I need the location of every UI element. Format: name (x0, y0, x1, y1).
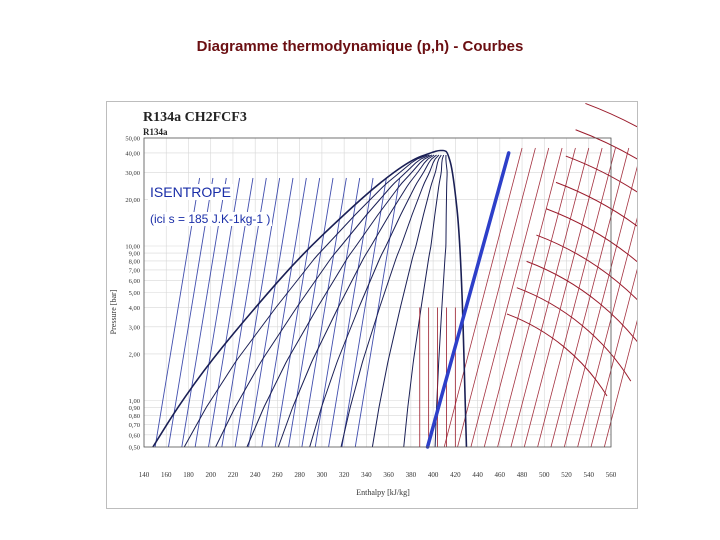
y-tick-label: 20,00 (125, 197, 140, 204)
x-tick-label: 340 (361, 471, 372, 479)
liquid-line (274, 177, 321, 448)
isentrope-series (425, 151, 511, 449)
x-tick-label: 520 (561, 471, 572, 479)
x-tick-label: 320 (339, 471, 350, 479)
liquid-line (354, 177, 401, 448)
vapour-isentrope (550, 147, 630, 448)
x-tick-label: 300 (317, 471, 328, 479)
isotherm-arc (565, 155, 637, 193)
x-tick-label: 360 (383, 471, 394, 479)
vapour-isentrope (590, 268, 637, 448)
vapour-isentrope (483, 147, 563, 448)
y-tick-label: 4,00 (129, 305, 140, 312)
x-axis-label: Enthalpy [kJ/kg] (356, 488, 410, 497)
x-tick-label: 160 (161, 471, 172, 479)
x-tick-label: 500 (539, 471, 550, 479)
x-tick-label: 180 (183, 471, 194, 479)
x-tick-label: 200 (205, 471, 216, 479)
y-tick-label: 0,70 (129, 422, 140, 429)
y-tick-label: 3,00 (129, 324, 140, 331)
y-axis-label: Pressure [bar] (109, 289, 118, 334)
quality-line (340, 154, 440, 448)
y-tick-label: 30,00 (125, 170, 140, 177)
saturation-dome-curve (152, 149, 468, 448)
x-tick-label: 280 (294, 471, 305, 479)
y-tick-label: 7,00 (129, 267, 140, 274)
quality-line (309, 154, 437, 448)
y-tick-label: 0,50 (129, 445, 140, 452)
liquid-line (288, 177, 334, 448)
vapour-isentrope (443, 147, 523, 448)
vapour-isentrope (457, 147, 536, 448)
y-tick-label: 50,00 (125, 136, 140, 143)
isotherm-arc (575, 129, 637, 160)
x-tick-label: 560 (606, 471, 617, 479)
x-tick-label: 540 (584, 471, 595, 479)
vapour-isentrope (577, 217, 637, 448)
x-tick-label: 400 (428, 471, 439, 479)
x-tick-label: 260 (272, 471, 283, 479)
liquid-line (248, 177, 294, 448)
chart-title: R134a CH2FCF3 (143, 110, 247, 125)
vapour-isentrope (603, 319, 637, 448)
isotherms (419, 102, 637, 448)
isotherm-arc (546, 208, 637, 263)
isentrope-note: (ici s = 185 J.K-1kg-1 ) (148, 212, 273, 226)
plot-border (143, 137, 612, 448)
quality-lines (183, 154, 448, 448)
y-tick-label: 10,00 (125, 243, 140, 250)
vapour-isentrope (523, 147, 603, 448)
x-tick-label: 480 (517, 471, 528, 479)
vapour-isentrope (563, 166, 637, 448)
y-tick-label: 0,80 (129, 413, 140, 420)
isentrope-label: ISENTROPE (148, 184, 233, 200)
x-tick-label: 460 (495, 471, 506, 479)
x-tick-label: 420 (450, 471, 461, 479)
isentrope-line (425, 151, 511, 449)
liquid-line (261, 177, 307, 448)
x-tick-label: 240 (250, 471, 261, 479)
liquid-line (301, 177, 347, 448)
y-tick-label: 5,00 (129, 290, 140, 297)
x-tick-label: 220 (228, 471, 239, 479)
isotherm-arc (526, 260, 637, 343)
isotherm-arc (595, 102, 637, 262)
y-tick-label: 8,00 (129, 258, 140, 265)
quality-line (183, 154, 428, 448)
vapour-isentrope (510, 147, 590, 448)
quality-line (246, 154, 433, 448)
y-tick-label: 40,00 (125, 150, 140, 157)
y-tick-label: 6,00 (129, 278, 140, 285)
slide-title: Diagramme thermodynamique (p,h) - Courbe… (196, 38, 524, 55)
y-tick-label: 0,60 (129, 432, 140, 439)
y-tick-label: 2,00 (129, 351, 140, 358)
y-tick-label: 0,90 (129, 405, 140, 412)
isotherm-arc (516, 287, 632, 382)
chart-frame: 140 160 180 200 220 240 260 280 300 320 340 360 380 4… (106, 101, 638, 509)
isotherm-arc (536, 234, 637, 301)
liquid-line (328, 177, 374, 448)
chart-subtitle: R134a (143, 127, 168, 137)
isotherm-arc (585, 102, 637, 128)
quality-line (215, 154, 430, 448)
vapour-isentrope (470, 147, 550, 448)
saturation-dome (152, 149, 468, 448)
y-tick-label: 1,00 (129, 398, 140, 405)
quality-line (277, 154, 435, 448)
vapour-isentrope (497, 147, 576, 448)
liquid-line (314, 177, 361, 448)
quality-line (403, 154, 445, 448)
y-tick-label: 9,00 (129, 251, 140, 258)
liquid-line (341, 177, 387, 448)
x-tick-label: 380 (406, 471, 417, 479)
quality-line (371, 154, 442, 448)
x-tick-label: 440 (472, 471, 483, 479)
vapour-isentrope (537, 147, 616, 448)
axes: 140 160 180 200 220 240 260 280 300 320 340 360 380 4… (125, 136, 616, 480)
isotherm-arc (555, 181, 637, 227)
quality-line (434, 154, 448, 448)
x-tick-label: 140 (139, 471, 150, 479)
ph-diagram: 140 160 180 200 220 240 260 280 300 320 340 360 380 4… (109, 102, 637, 497)
